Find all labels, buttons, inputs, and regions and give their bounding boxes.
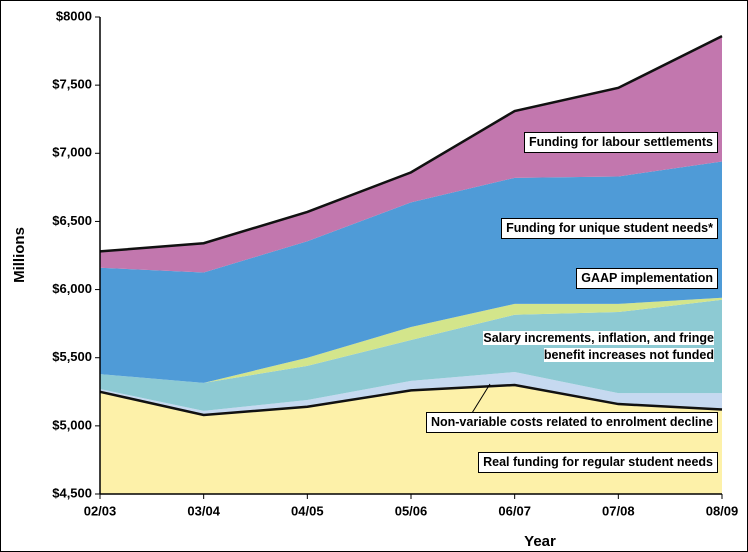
y-axis-label: Millions	[11, 227, 28, 283]
x-tick-label: 02/03	[84, 503, 117, 518]
x-tick-label: 04/05	[291, 503, 324, 518]
y-tick-label: $6,500	[52, 213, 92, 228]
series-label: Non-variable costs related to enrolment …	[425, 412, 718, 433]
x-tick-label: 07/08	[602, 503, 635, 518]
x-tick-label: 03/04	[187, 503, 220, 518]
area	[100, 299, 722, 411]
area	[100, 161, 722, 383]
series-label: Funding for labour settlements	[523, 132, 718, 153]
y-tick-label: $8000	[56, 8, 92, 23]
leader-line	[471, 383, 491, 414]
area	[100, 297, 722, 383]
y-tick-label: $5,500	[52, 349, 92, 364]
outline	[99, 383, 723, 417]
x-tick-label: 08/09	[706, 503, 739, 518]
area	[100, 36, 722, 273]
outline	[99, 34, 723, 253]
series-label: Funding for unique student needs*	[501, 218, 718, 239]
y-tick-label: $7,000	[52, 145, 92, 160]
series-label: GAAP implementation	[576, 268, 718, 289]
series-label-text: Salary increments, inflation, and fringe…	[483, 331, 714, 362]
x-tick-label: 06/07	[498, 503, 531, 518]
series-label: Real funding for regular student needs	[478, 452, 718, 473]
x-axis-label: Year	[524, 533, 556, 550]
y-tick-label: $6,000	[52, 281, 92, 296]
series-label: Salary increments, inflation, and fringe…	[452, 330, 718, 364]
y-tick-label: $4,500	[52, 485, 92, 500]
y-tick-label: $5,000	[52, 417, 92, 432]
y-tick-label: $7,500	[52, 77, 92, 92]
x-tick-label: 05/06	[395, 503, 428, 518]
area	[100, 372, 722, 415]
